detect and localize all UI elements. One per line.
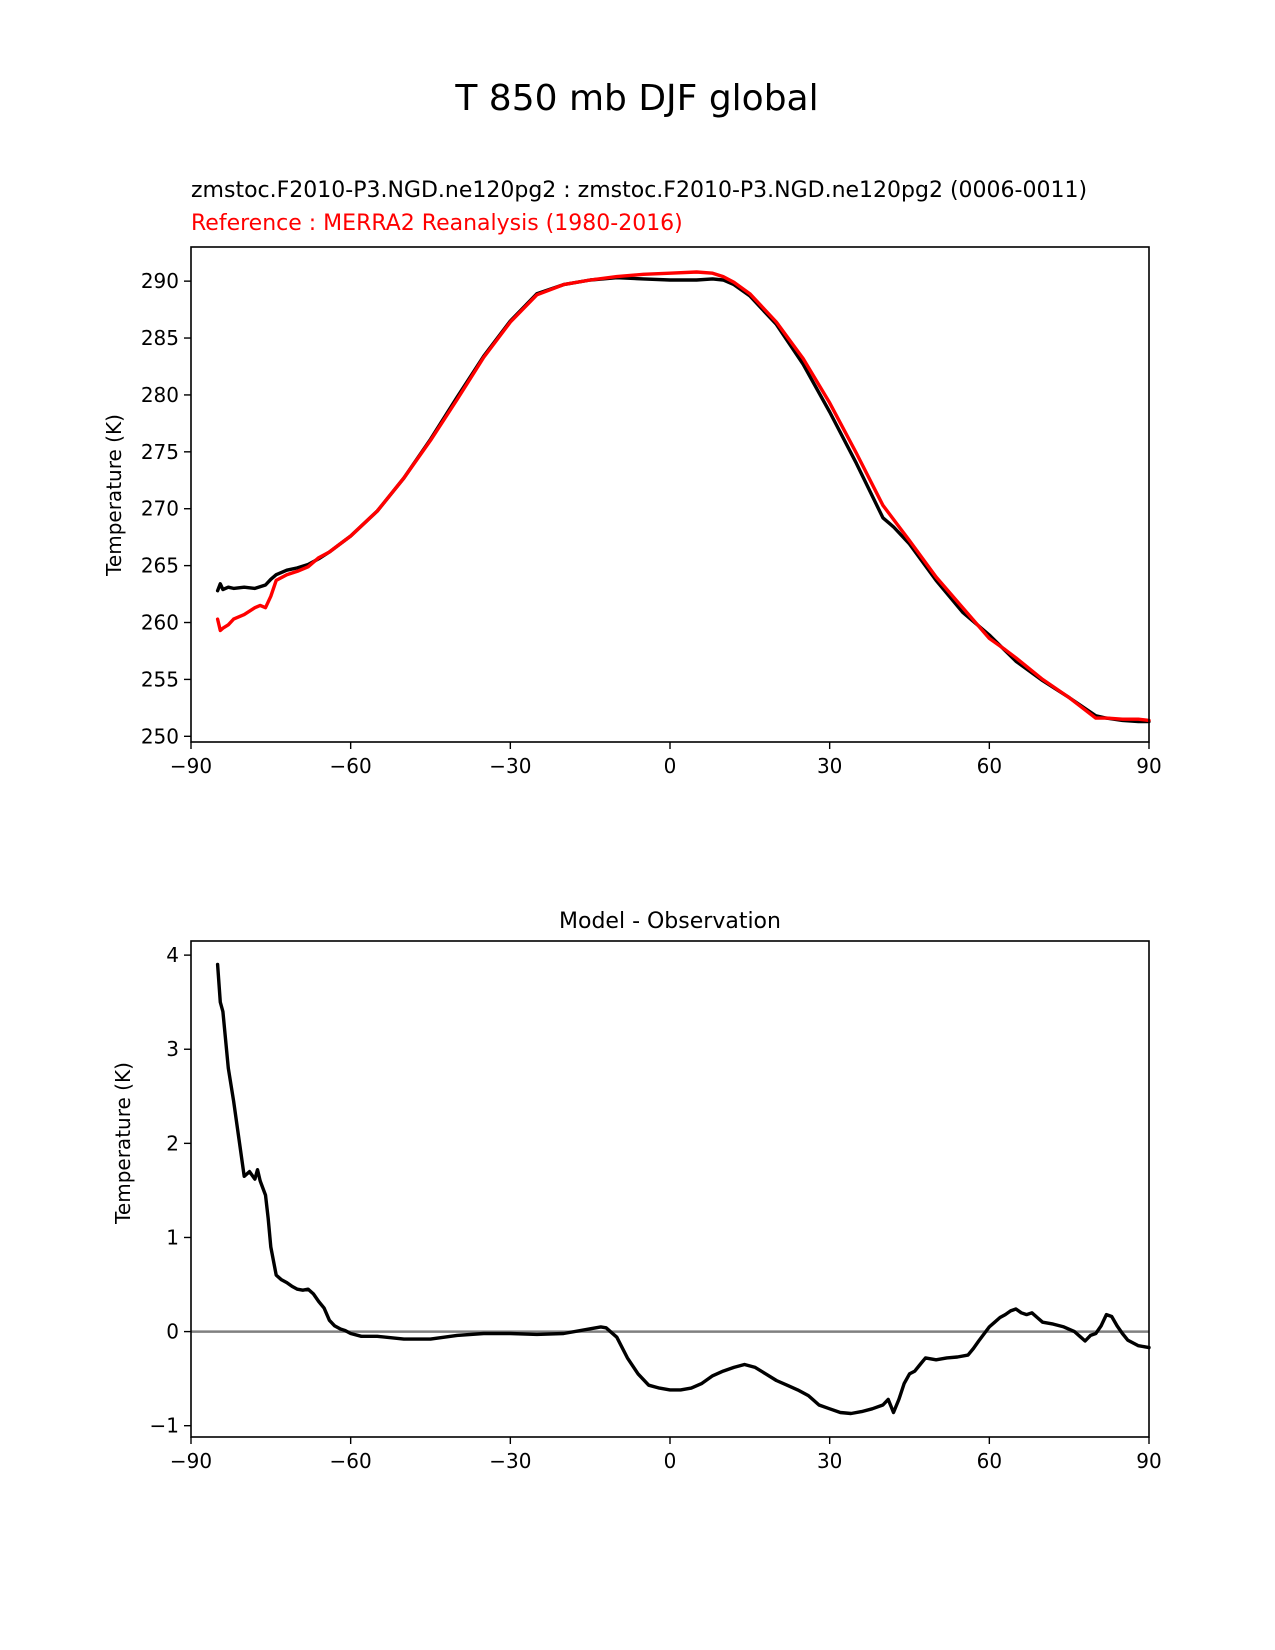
- y-tick-label: 255: [141, 667, 179, 691]
- x-tick-label: −60: [330, 1449, 372, 1473]
- y-tick-label: 0: [166, 1320, 179, 1344]
- bottom-chart-title: Model - Observation: [559, 909, 781, 934]
- difference-line: [215, 962, 1151, 1416]
- y-tick-label: 290: [141, 269, 179, 293]
- y-tick-label: 265: [141, 554, 179, 578]
- y-tick-label: 260: [141, 611, 179, 635]
- y-tick-label: 4: [166, 943, 179, 967]
- ticks-bottom: −90 −60 −30 0 30 60 90 −1 0 1 2 3 4: [150, 943, 1162, 1473]
- plot-frame-bottom: [190, 940, 1150, 1438]
- x-tick-label: 60: [977, 754, 1002, 778]
- y-tick-label: 285: [141, 326, 179, 350]
- x-tick-label: 0: [664, 754, 677, 778]
- y-tick-label: −1: [150, 1414, 179, 1438]
- y-axis-label-top: Temperature (K): [102, 414, 126, 577]
- subtitle-model: zmstoc.F2010-P3.NGD.ne120pg2 : zmstoc.F2…: [191, 178, 1087, 203]
- series-top: [215, 270, 1151, 724]
- x-tick-label: 30: [817, 1449, 842, 1473]
- x-tick-label: −60: [330, 754, 372, 778]
- temperature-chart: zmstoc.F2010-P3.NGD.ne120pg2 : zmstoc.F2…: [102, 178, 1162, 778]
- series-bottom: [191, 962, 1151, 1416]
- y-tick-label: 3: [166, 1037, 179, 1061]
- y-tick-label: 1: [166, 1225, 179, 1249]
- ticks-top: −90 −60 −30 0 30 60 90 250 255 260 265 270 275 280 285…: [141, 269, 1162, 778]
- figure-title: T 850 mb DJF global: [454, 78, 818, 119]
- y-tick-label: 250: [141, 724, 179, 748]
- x-tick-label: −30: [489, 754, 531, 778]
- y-tick-label: 270: [141, 497, 179, 521]
- y-tick-label: 275: [141, 440, 179, 464]
- x-tick-label: −30: [489, 1449, 531, 1473]
- subtitle-reference: Reference : MERRA2 Reanalysis (1980-2016…: [191, 211, 683, 236]
- y-axis-label-bottom: Temperature (K): [111, 1062, 135, 1225]
- y-tick-label: 2: [166, 1131, 179, 1155]
- x-tick-label: 90: [1136, 1449, 1161, 1473]
- plot-frame-top: [190, 246, 1150, 743]
- x-tick-label: 60: [977, 1449, 1002, 1473]
- x-tick-label: 30: [817, 754, 842, 778]
- y-tick-label: 280: [141, 383, 179, 407]
- x-tick-label: 0: [664, 1449, 677, 1473]
- x-tick-label: −90: [170, 754, 212, 778]
- x-tick-label: −90: [170, 1449, 212, 1473]
- reference-line: [215, 270, 1151, 723]
- difference-chart: Model - Observation Temperature (K) −90−…: [111, 909, 1162, 1473]
- x-tick-label: 90: [1136, 754, 1161, 778]
